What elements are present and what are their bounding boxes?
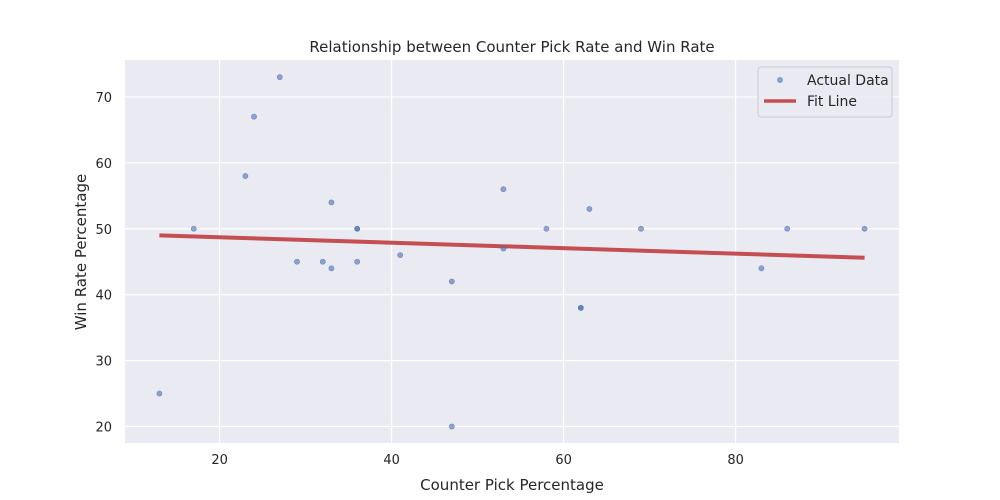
- legend-label-actual-data: Actual Data: [807, 73, 889, 89]
- data-point-0: [156, 390, 163, 397]
- x-axis-label: Counter Pick Percentage: [420, 476, 604, 494]
- data-point-1: [190, 225, 197, 232]
- data-point-6: [319, 258, 326, 265]
- data-point-14: [448, 423, 455, 430]
- x-tick-label-60: 60: [555, 453, 572, 468]
- y-tick-label-20: 20: [95, 421, 112, 436]
- data-point-19: [577, 304, 584, 311]
- data-point-15: [500, 186, 507, 193]
- legend-box: [757, 66, 893, 118]
- data-point-12: [397, 252, 404, 259]
- fit-line-layer: [159, 233, 865, 260]
- data-point-23: [784, 225, 791, 232]
- fit-line: [159, 233, 865, 260]
- data-point-17: [543, 225, 550, 232]
- data-point-4: [276, 74, 283, 81]
- chart-title: Relationship between Counter Pick Rate a…: [309, 38, 714, 56]
- data-point-20: [586, 206, 593, 212]
- x-tick-label-80: 80: [727, 453, 744, 468]
- y-tick-label-70: 70: [95, 91, 112, 106]
- legend-marker-actual-data: [777, 77, 783, 83]
- data-point-24: [861, 225, 868, 232]
- y-tick-label-30: 30: [95, 355, 112, 370]
- y-tick-labels: 20 30 40 50 60 70: [95, 91, 112, 436]
- data-point-16: [500, 245, 507, 252]
- data-point-10: [354, 225, 361, 232]
- data-point-7: [328, 199, 335, 206]
- plot-background: [125, 60, 899, 443]
- legend-label-fit-line: Fit Line: [807, 94, 857, 110]
- data-point-8: [328, 265, 335, 272]
- data-point-2: [242, 173, 249, 179]
- data-point-5: [294, 258, 300, 265]
- x-tick-labels: 20 40 60 80: [211, 453, 744, 468]
- data-point-22: [758, 265, 765, 272]
- data-point-11: [354, 258, 361, 265]
- data-point-21: [638, 225, 644, 232]
- data-point-3: [251, 113, 257, 120]
- x-tick-label-20: 20: [211, 453, 228, 468]
- data-point-13: [448, 278, 455, 285]
- y-tick-label-40: 40: [95, 289, 112, 304]
- y-tick-label-50: 50: [95, 223, 112, 238]
- data-points: [156, 74, 868, 430]
- y-axis-label: Win Rate Percentage: [72, 174, 90, 331]
- legend: Actual Data Fit Line: [757, 66, 893, 118]
- x-tick-label-40: 40: [383, 453, 400, 468]
- y-tick-label-60: 60: [95, 157, 112, 172]
